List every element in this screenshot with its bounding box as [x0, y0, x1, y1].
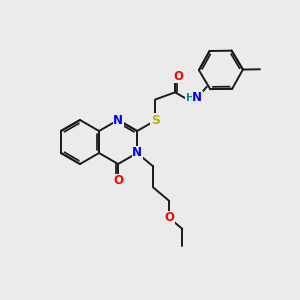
Text: N: N — [113, 113, 123, 127]
Text: O: O — [164, 212, 174, 224]
Text: N: N — [132, 146, 142, 160]
Text: N: N — [192, 91, 202, 104]
Text: O: O — [113, 175, 123, 188]
Text: H: H — [186, 93, 195, 103]
Text: O: O — [173, 70, 183, 83]
Text: S: S — [151, 114, 160, 127]
